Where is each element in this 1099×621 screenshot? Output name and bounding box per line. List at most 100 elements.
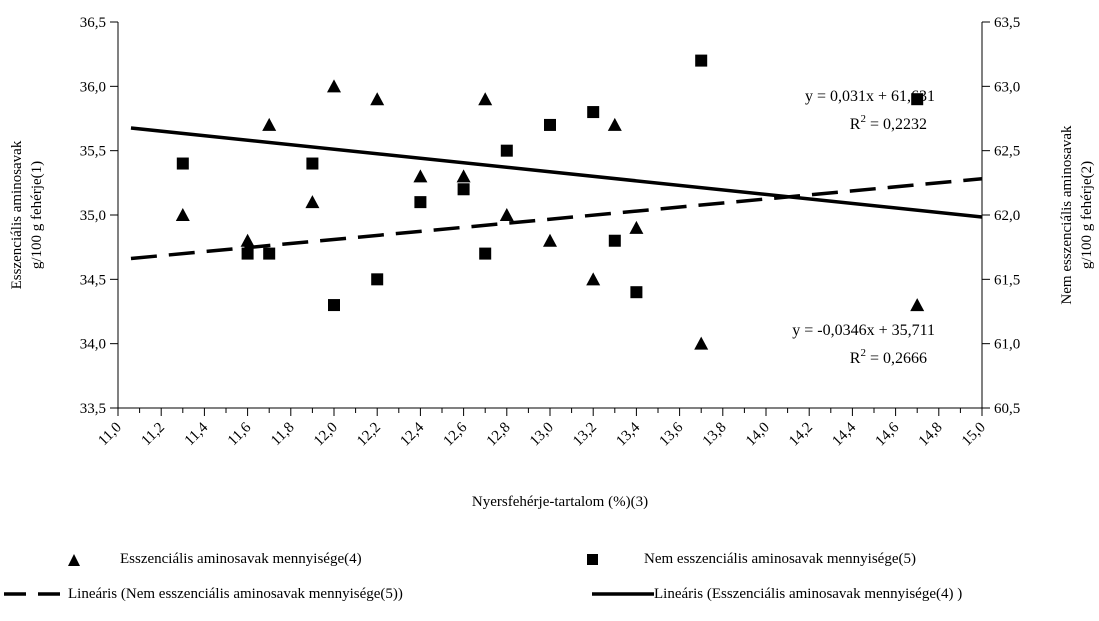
- right-y-tick-label: 62,5: [994, 144, 1020, 160]
- triangle-point: [499, 208, 514, 221]
- left-y-tick-label: 36,5: [80, 15, 106, 31]
- x-tick-label: 11,6: [225, 419, 255, 449]
- square-point: [328, 299, 340, 312]
- trendline-dashed: [130, 176, 983, 261]
- triangle-point: [586, 272, 601, 286]
- square-point: [479, 247, 492, 260]
- trendline-equation: y = 0,031x + 61,631: [805, 88, 935, 105]
- triangle-point: [456, 169, 471, 183]
- x-tick-label: 11,4: [182, 419, 212, 449]
- x-tick-label: 12,6: [441, 419, 471, 449]
- x-tick-label: 14,6: [873, 419, 903, 449]
- x-tick-label: 13,4: [613, 419, 643, 449]
- x-tick-label: 14,0: [743, 420, 773, 450]
- legend-item-solid-trend: Lineáris (Esszenciális aminosavak mennyi…: [592, 585, 962, 603]
- triangle-point: [413, 169, 428, 183]
- right-y-tick-label: 61,5: [994, 272, 1020, 288]
- square-point: [500, 144, 513, 157]
- right-y-axis-title-line1: Nem esszenciális aminosavak: [1059, 125, 1075, 305]
- square-marker-icon: [584, 550, 624, 568]
- triangle-point: [607, 117, 622, 131]
- trendline-r2: R2 = 0,2666: [850, 347, 927, 367]
- triangle-marker-icon: [60, 550, 100, 568]
- left-y-tick-label: 35,5: [80, 144, 106, 160]
- legend-label-triangle: Esszenciális aminosavak mennyisége(4): [120, 550, 362, 567]
- x-tick-label: 11,8: [268, 420, 297, 449]
- marks: [130, 54, 983, 350]
- x-tick-label: 12,4: [397, 419, 427, 449]
- trendline-solid: [130, 126, 983, 219]
- left-y-tick-label: 36,0: [80, 79, 106, 95]
- left-y-axis-title-line2: g/100 g fehérje(1): [29, 161, 45, 269]
- x-tick-label: 13,2: [570, 420, 600, 450]
- legend-item-triangle: Esszenciális aminosavak mennyisége(4): [60, 550, 362, 568]
- square-point: [457, 183, 470, 196]
- legend-label-dashed-trend: Lineáris (Nem esszenciális aminosavak me…: [68, 585, 403, 602]
- triangle-point: [910, 298, 925, 312]
- triangle-point: [543, 233, 557, 247]
- square-point: [630, 286, 643, 299]
- right-y-axis-title-line2: g/100 g fehérje(2): [1079, 161, 1095, 269]
- left-y-tick-label: 33,5: [80, 401, 106, 417]
- x-tick-label: 14,4: [829, 419, 859, 449]
- labels: 11,0 11,2 11,4 11,6 11,8 12,0 12,2 12,4 12,6 12,8…: [9, 15, 1095, 510]
- square-point: [695, 54, 708, 67]
- r2-value: = 0,2666: [866, 350, 927, 367]
- square-point: [911, 93, 924, 106]
- x-tick-label: 11,2: [139, 420, 168, 449]
- legend-item-dashed-trend: Lineáris (Nem esszenciális aminosavak me…: [4, 585, 403, 603]
- triangle-point: [262, 117, 277, 131]
- r2-symbol: R: [850, 350, 861, 367]
- right-y-tick-label: 62,0: [994, 208, 1020, 224]
- r2-superscript: 2: [860, 347, 866, 359]
- r2-symbol: R: [850, 116, 861, 133]
- x-tick-label: 12,2: [354, 420, 384, 450]
- trendline-equation: y = -0,0346x + 35,711: [792, 322, 935, 339]
- scatter-chart: 11,0 11,2 11,4 11,6 11,8 12,0 12,2 12,4 12,6 12,8…: [9, 15, 1095, 510]
- right-y-tick-label: 63,5: [994, 15, 1020, 31]
- x-tick-label: 14,2: [786, 420, 816, 450]
- x-tick-label: 13,6: [657, 419, 687, 449]
- x-tick-label: 12,8: [484, 420, 514, 450]
- x-tick-label: 12,0: [311, 420, 341, 450]
- triangle-point: [370, 92, 385, 106]
- x-tick-label: 14,8: [916, 420, 946, 450]
- x-axis-title: Nyersfehérje-tartalom (%)(3): [472, 494, 648, 510]
- triangle-point: [240, 233, 255, 247]
- triangle-point: [305, 195, 320, 209]
- left-y-axis-title-line1: Esszenciális aminosavak: [9, 140, 25, 289]
- square-point: [241, 247, 254, 260]
- left-y-tick-label: 35,0: [80, 208, 106, 224]
- x-tick-label: 15,0: [959, 420, 989, 450]
- triangle-point: [694, 336, 709, 350]
- right-y-tick-label: 61,0: [994, 337, 1020, 353]
- r2-value: = 0,2232: [866, 116, 927, 133]
- square-point: [587, 106, 600, 119]
- square-point: [306, 157, 319, 170]
- legend-label-solid-trend: Lineáris (Esszenciális aminosavak mennyi…: [654, 585, 963, 602]
- triangle-point: [175, 208, 190, 221]
- triangle-point: [478, 92, 493, 106]
- legend-label-square: Nem esszenciális aminosavak mennyisége(5…: [644, 550, 916, 567]
- dashed-line-icon: [4, 585, 68, 603]
- right-y-tick-label: 63,0: [994, 79, 1020, 95]
- square-point: [263, 247, 276, 260]
- square-point: [176, 157, 189, 170]
- triangle-point: [327, 79, 341, 93]
- r2-superscript: 2: [860, 113, 866, 125]
- axes: [110, 21, 990, 416]
- x-tick-label: 11,0: [95, 420, 124, 449]
- legend: Esszenciális aminosavak mennyisége(4) Ne…: [0, 548, 1099, 621]
- solid-line-icon: [592, 585, 654, 603]
- legend-item-square: Nem esszenciális aminosavak mennyisége(5…: [584, 550, 916, 568]
- right-y-tick-label: 60,5: [994, 401, 1020, 417]
- square-point: [544, 118, 556, 131]
- left-y-tick-label: 34,5: [80, 272, 106, 288]
- square-point: [608, 234, 621, 247]
- square-point: [371, 273, 384, 286]
- trendline-r2: R2 = 0,2232: [850, 113, 927, 133]
- triangle-point: [629, 220, 644, 234]
- left-y-tick-label: 34,0: [80, 337, 106, 353]
- square-point: [414, 196, 427, 209]
- x-tick-label: 13,0: [527, 420, 557, 450]
